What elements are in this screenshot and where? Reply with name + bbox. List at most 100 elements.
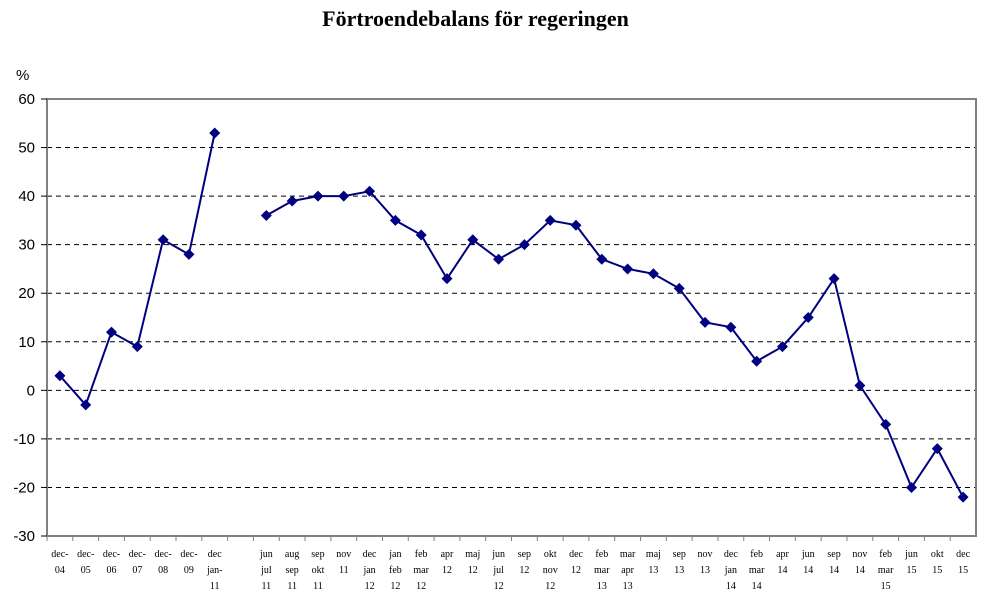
- x-tick-label: dec-: [129, 549, 146, 560]
- data-point-marker: [776, 341, 788, 353]
- x-tick-label: 15: [906, 565, 916, 576]
- data-point-marker: [286, 195, 298, 207]
- x-tick-label: okt: [544, 549, 557, 560]
- x-tick-label: mar: [878, 565, 894, 576]
- x-tick-label: okt: [931, 549, 944, 560]
- x-tick-label: mar: [620, 549, 636, 560]
- x-tick-label: 12: [416, 581, 426, 592]
- data-point-marker: [80, 399, 92, 411]
- x-tick-label: nov: [698, 549, 713, 560]
- x-tick-label: sep: [673, 549, 686, 560]
- data-point-marker: [415, 229, 427, 241]
- chart-title: Förtroendebalans för regeringen: [322, 6, 629, 31]
- data-point-marker: [131, 341, 143, 353]
- x-tick-label: 08: [158, 565, 168, 576]
- x-tick-label: 11: [313, 581, 323, 592]
- data-point-marker: [518, 239, 530, 251]
- x-tick-label: 13: [674, 565, 684, 576]
- x-tick-label: 15: [932, 565, 942, 576]
- x-tick-label: 12: [468, 565, 478, 576]
- series-markers: [54, 127, 969, 503]
- x-tick-label: 12: [519, 565, 529, 576]
- x-tick-label: dec-: [51, 549, 68, 560]
- data-point-marker: [725, 321, 737, 333]
- data-point-marker: [854, 379, 866, 391]
- x-tick-label: 11: [262, 581, 272, 592]
- x-tick-label: 13: [648, 565, 658, 576]
- x-tick-label: nov: [336, 549, 351, 560]
- data-point-marker: [622, 263, 634, 275]
- x-tick-label: nov: [543, 565, 558, 576]
- data-point-marker: [596, 253, 608, 265]
- x-tick-label: 11: [287, 581, 297, 592]
- x-tick-label: 15: [958, 565, 968, 576]
- x-tick-label: 12: [442, 565, 452, 576]
- x-tick-label: 06: [107, 565, 117, 576]
- x-tick-label: 14: [726, 581, 736, 592]
- x-tick-label: dec: [724, 549, 738, 560]
- x-tick-label: jul: [260, 565, 272, 576]
- x-tick-label: dec: [363, 549, 377, 560]
- y-tick-label: 10: [18, 334, 35, 351]
- x-tick-label: 12: [390, 581, 400, 592]
- data-point-marker: [338, 190, 350, 202]
- x-tick-label: jan: [362, 565, 375, 576]
- data-point-marker: [931, 443, 943, 455]
- x-tick-label: 12: [545, 581, 555, 592]
- data-point-marker: [570, 219, 582, 231]
- x-tick-label: aug: [285, 549, 299, 560]
- x-tick-label: dec-: [77, 549, 94, 560]
- x-tick-label: jun: [904, 549, 918, 560]
- data-point-marker: [441, 273, 453, 285]
- x-tick-label: 11: [210, 581, 220, 592]
- data-point-marker: [699, 316, 711, 328]
- x-tick-label: apr: [621, 565, 634, 576]
- data-point-marker: [544, 214, 556, 226]
- data-point-marker: [493, 253, 505, 265]
- x-tick-label: jan: [388, 549, 401, 560]
- x-tick-label: 05: [81, 565, 91, 576]
- x-tick-label: dec-: [180, 549, 197, 560]
- x-tick-label: jun: [801, 549, 815, 560]
- x-tick-label: feb: [595, 549, 608, 560]
- plot-area-border: [46, 98, 977, 537]
- data-point-marker: [183, 248, 195, 260]
- x-tick-label: sep: [518, 549, 531, 560]
- data-point-marker: [312, 190, 324, 202]
- x-tick-label: sep: [285, 565, 298, 576]
- y-tick-label: 20: [18, 285, 35, 302]
- x-tick-label: mar: [594, 565, 610, 576]
- x-tick-label: maj: [646, 549, 661, 560]
- x-tick-label: okt: [312, 565, 325, 576]
- data-point-marker: [260, 210, 272, 222]
- x-tick-label: 14: [752, 581, 762, 592]
- x-tick-label: feb: [389, 565, 402, 576]
- x-tick-label: feb: [415, 549, 428, 560]
- x-tick-label: dec: [208, 549, 222, 560]
- x-tick-label: feb: [879, 549, 892, 560]
- x-tick-label: nov: [852, 549, 867, 560]
- x-tick-label: 14: [803, 565, 813, 576]
- x-tick-label: 04: [55, 565, 65, 576]
- data-point-marker: [157, 234, 169, 246]
- data-point-marker: [364, 185, 376, 197]
- data-point-marker: [905, 481, 917, 493]
- y-tick-label: -20: [13, 479, 35, 496]
- x-tick-label: 12: [571, 565, 581, 576]
- data-point-marker: [647, 268, 659, 280]
- data-point-marker: [106, 326, 118, 338]
- y-axis-unit-label: %: [16, 67, 29, 84]
- series-line: [59, 132, 216, 407]
- x-tick-label: dec-: [155, 549, 172, 560]
- y-tick-label: -10: [13, 431, 35, 448]
- y-axis-ticks: 60 50 40 30 20 10 0 -10 -20 -30: [13, 91, 47, 545]
- x-axis-ticks: dec-04dec-05dec-06dec-07dec-08dec-09decj…: [46, 536, 971, 592]
- x-tick-label: 07: [132, 565, 142, 576]
- data-point-marker: [54, 370, 66, 382]
- y-tick-label: 40: [18, 188, 35, 205]
- x-tick-label: sep: [311, 549, 324, 560]
- series-line: [265, 190, 964, 498]
- x-tick-label: feb: [750, 549, 763, 560]
- data-point-marker: [209, 127, 221, 139]
